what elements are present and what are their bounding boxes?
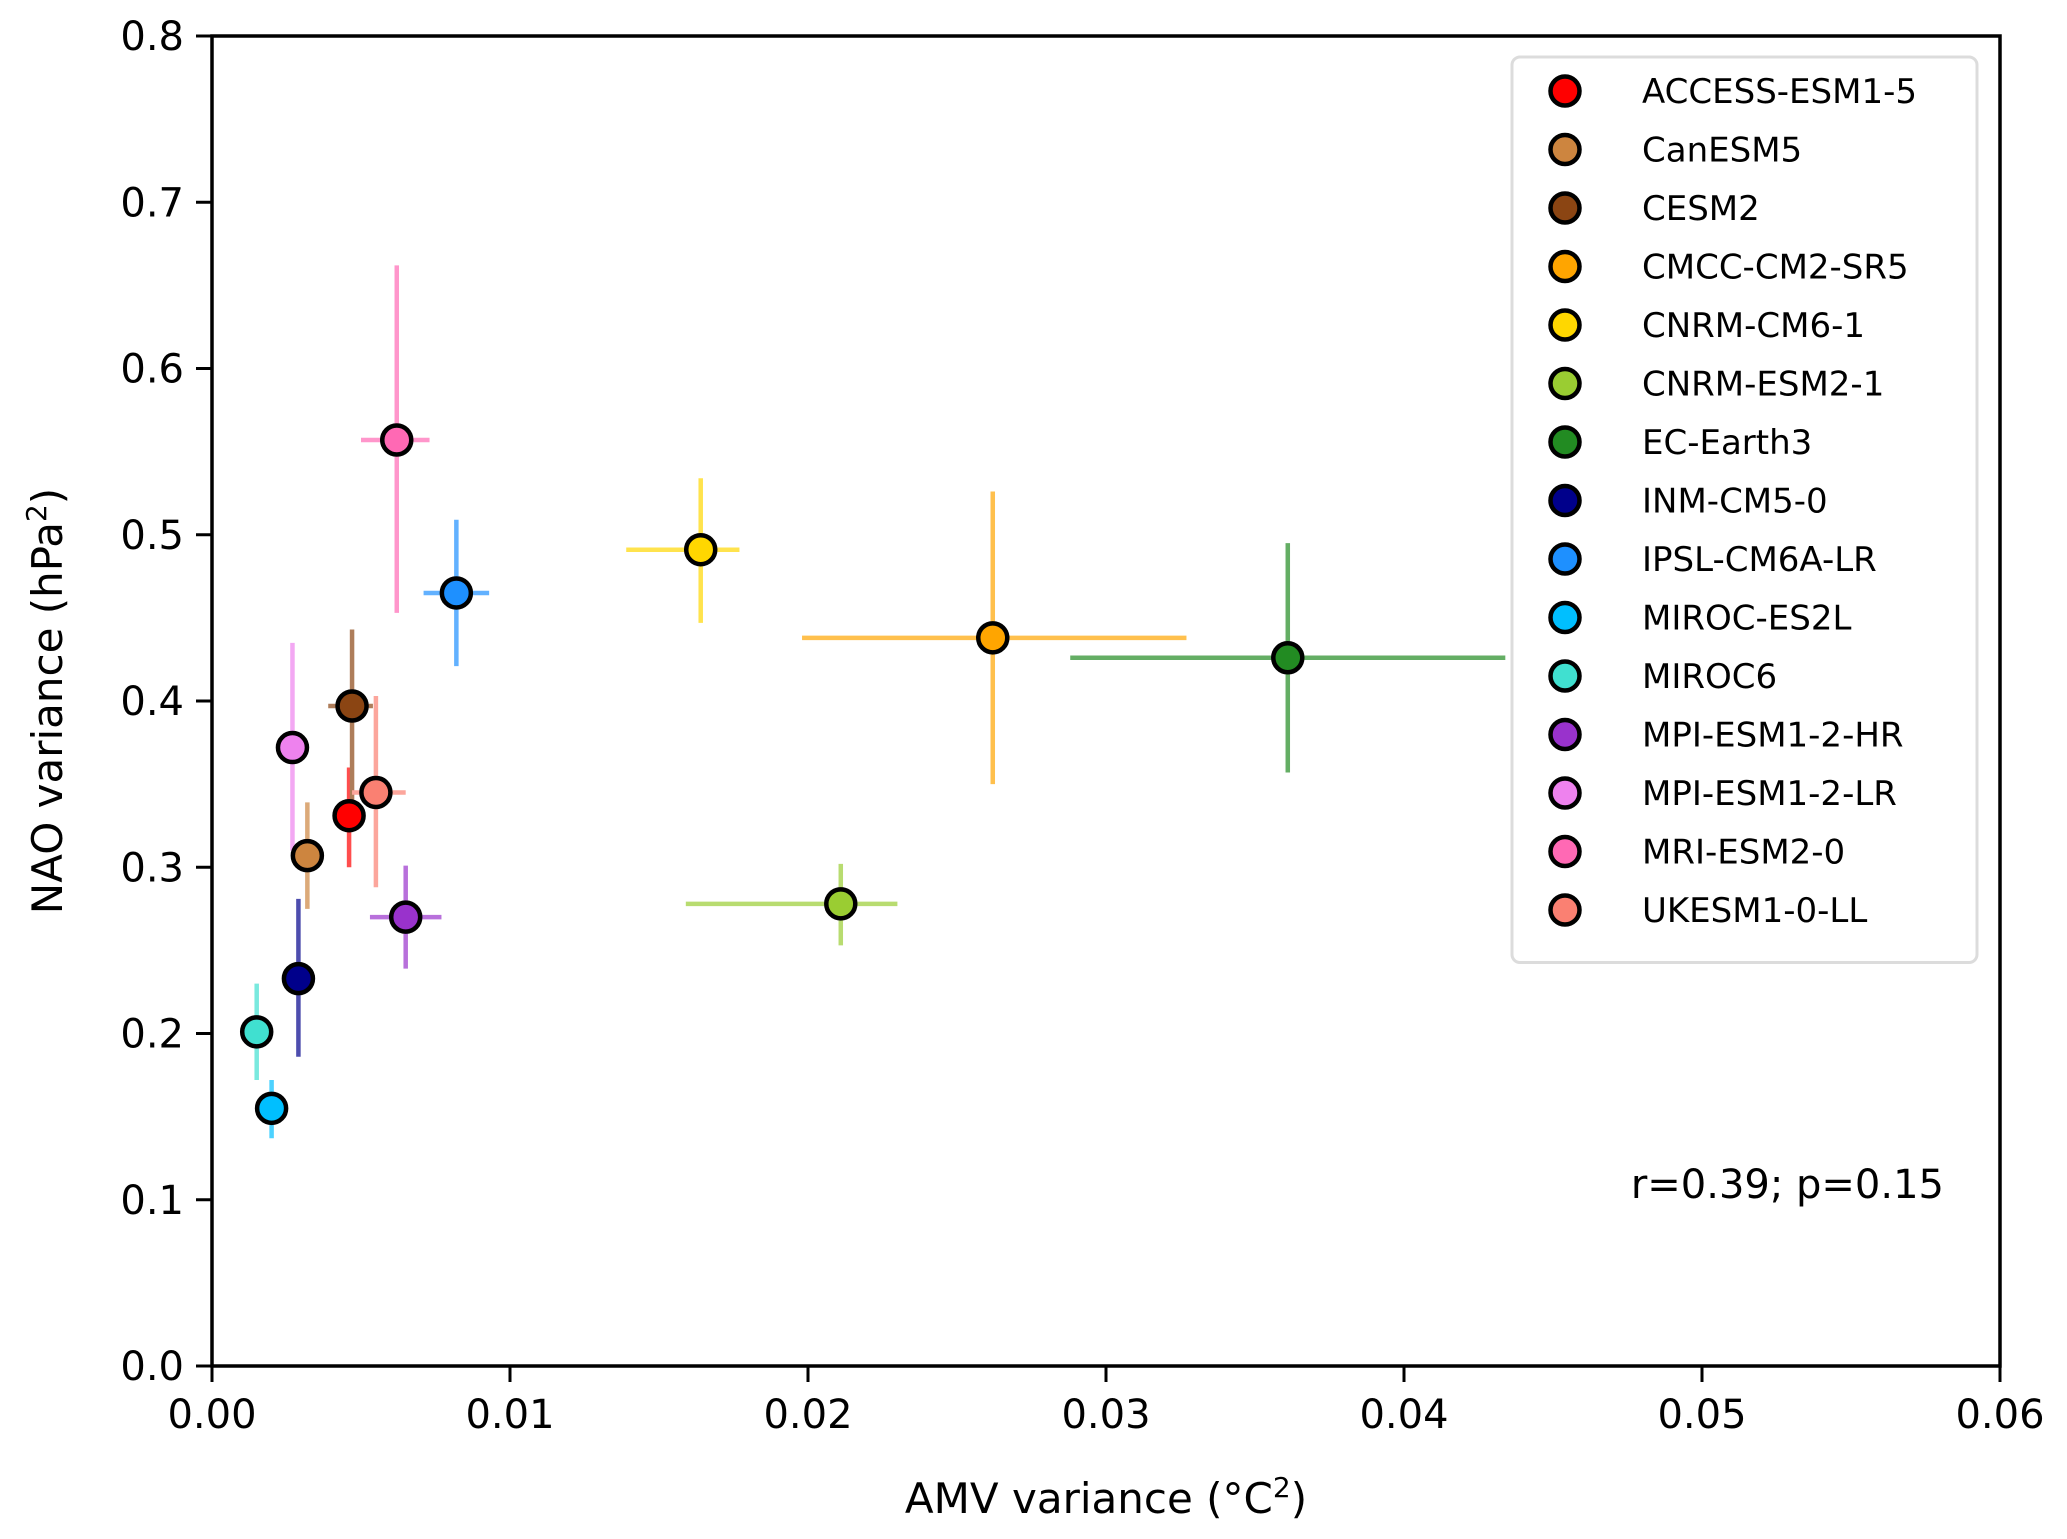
legend-label: ACCESS-ESM1-5 xyxy=(1642,72,1917,112)
legend-item: MRI-ESM2-0 xyxy=(1548,833,1845,873)
x-axis-label: AMV variance (°C2) xyxy=(905,1471,1307,1524)
y-tick-label: 0.1 xyxy=(120,1178,184,1224)
x-axis-label-sup: 2 xyxy=(1273,1471,1291,1504)
y-axis-label-sup: 2 xyxy=(20,504,53,522)
legend-item: EC-Earth3 xyxy=(1548,423,1812,463)
y-axis-ticks: 0.0 0.1 0.2 0.3 0.4 0.5 0.6 0.7 0.8 xyxy=(120,14,212,1390)
legend-item: UKESM1-0-LL xyxy=(1548,891,1867,931)
legend-item: INM-CM5-0 xyxy=(1548,482,1828,522)
legend-item: MPI-ESM1-2-HR xyxy=(1548,716,1904,756)
data-point xyxy=(335,689,369,723)
y-tick-label: 0.4 xyxy=(120,679,184,725)
x-tick-label: 0.06 xyxy=(1955,1392,2044,1438)
data-point xyxy=(976,621,1010,655)
data-point xyxy=(275,730,310,765)
data-point xyxy=(380,423,414,457)
legend-label: CNRM-CM6-1 xyxy=(1642,306,1865,346)
y-tick-label: 0.8 xyxy=(120,14,184,60)
legend-label: INM-CM5-0 xyxy=(1642,482,1828,522)
legend-item: ACCESS-ESM1-5 xyxy=(1548,72,1917,112)
data-point xyxy=(332,798,366,833)
legend-item: CMCC-CM2-SR5 xyxy=(1548,248,1909,288)
y-tick-label: 0.2 xyxy=(120,1012,184,1058)
legend-marker xyxy=(1548,717,1582,752)
legend-items: ACCESS-ESM1-5 CanESM5 CESM2 CMCC-CM2-SR5 CNR… xyxy=(1548,72,1917,931)
x-axis-ticks: 0.00 0.01 0.02 0.03 0.04 0.05 0.06 xyxy=(167,1366,2045,1438)
y-tick-label: 0.0 xyxy=(120,1344,184,1390)
legend-marker xyxy=(1548,132,1582,167)
legend-item: MIROC6 xyxy=(1548,657,1777,697)
legend-marker xyxy=(1548,542,1582,576)
y-axis-label-text: NAO variance (hPa xyxy=(23,522,72,914)
x-tick-label: 0.04 xyxy=(1359,1392,1448,1438)
legend-marker xyxy=(1548,600,1582,635)
legend-marker xyxy=(1548,425,1582,459)
y-tick-label: 0.7 xyxy=(120,180,184,226)
data-point xyxy=(1271,641,1305,675)
legend-label: MRI-ESM2-0 xyxy=(1642,833,1845,873)
legend-label: UKESM1-0-LL xyxy=(1642,891,1867,931)
data-point xyxy=(439,576,474,610)
legend-marker xyxy=(1548,191,1582,225)
legend-marker xyxy=(1548,659,1582,693)
data-point xyxy=(824,887,858,921)
legend-marker xyxy=(1548,483,1582,518)
legend-marker xyxy=(1548,776,1582,810)
legend: ACCESS-ESM1-5 CanESM5 CESM2 CMCC-CM2-SR5 CNR… xyxy=(1510,55,1979,964)
legend-label: CNRM-ESM2-1 xyxy=(1642,365,1884,405)
legend-label: CanESM5 xyxy=(1642,131,1802,171)
x-tick-label: 0.01 xyxy=(465,1392,554,1438)
y-tick-label: 0.5 xyxy=(120,513,184,559)
data-point xyxy=(359,775,393,810)
x-tick-label: 0.00 xyxy=(167,1392,256,1438)
y-tick-label: 0.6 xyxy=(120,347,184,393)
legend-label: MPI-ESM1-2-HR xyxy=(1642,716,1904,756)
legend-marker xyxy=(1548,893,1582,927)
legend-item: CESM2 xyxy=(1548,189,1760,229)
y-axis-label: NAO variance (hPa2) xyxy=(20,488,73,914)
data-point xyxy=(683,532,718,567)
points-layer xyxy=(239,423,1305,1126)
x-axis-label-text: AMV variance (°C xyxy=(905,1474,1273,1523)
legend-label: MIROC-ES2L xyxy=(1642,599,1851,639)
x-axis-label-end: ) xyxy=(1291,1474,1307,1523)
legend-marker xyxy=(1548,834,1582,869)
legend-item: MPI-ESM1-2-LR xyxy=(1548,774,1897,814)
legend-marker xyxy=(1548,308,1582,342)
legend-marker xyxy=(1548,249,1582,284)
data-point xyxy=(290,838,325,873)
data-point xyxy=(281,961,316,996)
data-point xyxy=(254,1091,289,1126)
legend-label: IPSL-CM6A-LR xyxy=(1642,540,1877,580)
legend-label: CESM2 xyxy=(1642,189,1760,229)
legend-label: MIROC6 xyxy=(1642,657,1777,697)
legend-marker xyxy=(1548,74,1582,108)
data-point xyxy=(239,1015,274,1049)
legend-item: CNRM-CM6-1 xyxy=(1548,306,1865,346)
legend-label: EC-Earth3 xyxy=(1642,423,1812,463)
correlation-annotation: r=0.39; p=0.15 xyxy=(1631,1162,1944,1208)
legend-item: IPSL-CM6A-LR xyxy=(1548,540,1877,580)
legend-item: MIROC-ES2L xyxy=(1548,599,1851,639)
legend-label: MPI-ESM1-2-LR xyxy=(1642,774,1897,814)
legend-marker xyxy=(1548,366,1582,401)
data-point xyxy=(388,900,423,934)
x-tick-label: 0.05 xyxy=(1657,1392,1746,1438)
error-bars-layer xyxy=(254,265,1506,1139)
legend-box xyxy=(1510,55,1979,964)
legend-item: CanESM5 xyxy=(1548,131,1802,171)
x-tick-label: 0.02 xyxy=(763,1392,852,1438)
y-axis-label-end: ) xyxy=(23,488,72,504)
y-tick-label: 0.3 xyxy=(120,845,184,891)
legend-label: CMCC-CM2-SR5 xyxy=(1642,248,1909,288)
legend-item: CNRM-ESM2-1 xyxy=(1548,365,1884,405)
x-tick-label: 0.03 xyxy=(1061,1392,1150,1438)
